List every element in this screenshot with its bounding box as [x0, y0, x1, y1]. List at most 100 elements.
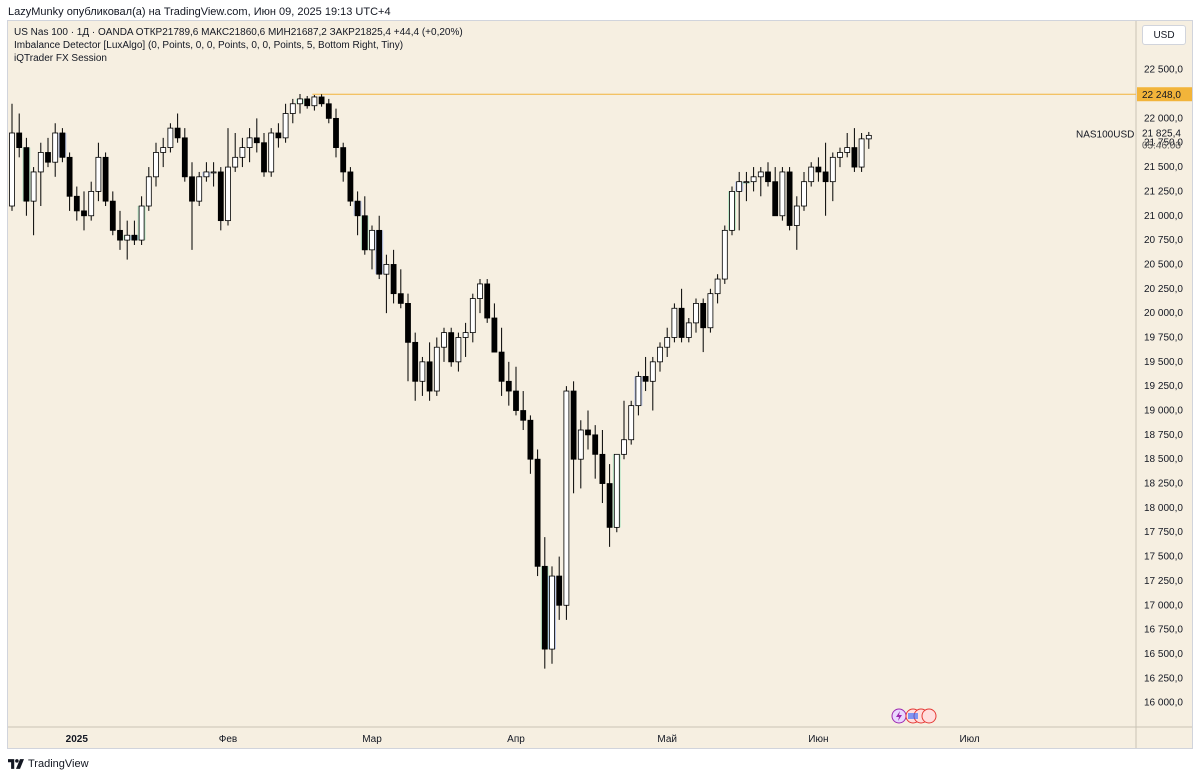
events-flags-icon[interactable]: [889, 708, 937, 729]
candle-body[interactable]: [729, 191, 735, 231]
candle-body[interactable]: [73, 195, 80, 212]
candle-body[interactable]: [765, 171, 771, 183]
candle-body[interactable]: [383, 264, 390, 275]
chart-area[interactable]: 22 500,022 250,022 000,021 750,021 500,0…: [7, 20, 1193, 749]
candle-body[interactable]: [657, 346, 663, 363]
tradingview-brand[interactable]: TradingView: [8, 758, 89, 770]
candle-body[interactable]: [693, 302, 699, 324]
candle-body[interactable]: [549, 575, 555, 650]
candle-body[interactable]: [779, 171, 786, 217]
candle-body[interactable]: [736, 181, 743, 192]
candle-body[interactable]: [484, 283, 491, 319]
candle-body[interactable]: [16, 132, 23, 148]
candle-body[interactable]: [160, 147, 167, 153]
candle-body[interactable]: [81, 210, 87, 217]
candle-body[interactable]: [354, 200, 361, 217]
candle-body[interactable]: [426, 361, 433, 392]
candle-body[interactable]: [801, 181, 807, 207]
candle-body[interactable]: [210, 171, 217, 174]
candle-body[interactable]: [297, 98, 303, 105]
candle-body[interactable]: [405, 302, 411, 343]
candle-body[interactable]: [599, 453, 606, 484]
candle-body[interactable]: [815, 166, 822, 173]
candle-body[interactable]: [534, 458, 541, 567]
symbol-legend[interactable]: US Nas 100 · 1Д · OANDA ОТКР21789,6 МАКС…: [14, 27, 463, 38]
candle-body[interactable]: [433, 346, 440, 392]
candle-body[interactable]: [491, 317, 498, 353]
candle-body[interactable]: [138, 205, 145, 241]
candle-body[interactable]: [635, 376, 642, 407]
candle-body[interactable]: [23, 147, 30, 202]
candle-body[interactable]: [721, 229, 728, 280]
candle-body[interactable]: [347, 171, 354, 202]
candle-body[interactable]: [844, 147, 851, 153]
candle-body[interactable]: [808, 166, 815, 183]
candle-body[interactable]: [664, 337, 671, 348]
candle-body[interactable]: [649, 361, 656, 382]
indicator-legend-session[interactable]: iQTrader FX Session: [14, 53, 107, 64]
candle-body[interactable]: [109, 200, 116, 231]
candle-body[interactable]: [66, 156, 73, 197]
candle-body[interactable]: [325, 103, 332, 119]
candle-body[interactable]: [685, 322, 692, 338]
candle-body[interactable]: [52, 132, 59, 163]
candle-body[interactable]: [390, 264, 397, 295]
candle-body[interactable]: [181, 137, 188, 178]
candle-body[interactable]: [829, 156, 836, 183]
candle-body[interactable]: [225, 166, 231, 222]
candle-body[interactable]: [621, 439, 627, 455]
candle-body[interactable]: [246, 137, 253, 148]
candle-body[interactable]: [678, 307, 685, 338]
candle-body[interactable]: [757, 171, 764, 178]
candle-body[interactable]: [671, 307, 678, 338]
candle-body[interactable]: [196, 176, 203, 202]
candle-body[interactable]: [520, 410, 527, 421]
candle-body[interactable]: [232, 156, 239, 168]
candle-body[interactable]: [822, 171, 829, 183]
candle-body[interactable]: [376, 229, 383, 275]
candle-body[interactable]: [189, 176, 195, 202]
candle-body[interactable]: [642, 376, 649, 382]
candle-body[interactable]: [556, 575, 563, 606]
candle-body[interactable]: [275, 132, 282, 139]
candle-body[interactable]: [419, 361, 426, 382]
candle-body[interactable]: [268, 132, 275, 173]
candle-body[interactable]: [145, 176, 152, 207]
candle-body[interactable]: [102, 156, 109, 202]
candle-body[interactable]: [397, 293, 404, 304]
candle-body[interactable]: [750, 176, 757, 183]
candle-body[interactable]: [412, 341, 419, 382]
candle-body[interactable]: [563, 390, 570, 606]
candle-body[interactable]: [95, 156, 102, 192]
candle-body[interactable]: [361, 215, 368, 251]
candle-body[interactable]: [311, 96, 318, 107]
candle-body[interactable]: [9, 132, 15, 207]
candle-body[interactable]: [477, 283, 483, 299]
candle-body[interactable]: [289, 103, 296, 114]
candle-body[interactable]: [318, 96, 325, 105]
candle-body[interactable]: [282, 113, 289, 139]
candle-body[interactable]: [369, 229, 375, 251]
candle-body[interactable]: [455, 337, 462, 363]
candle-body[interactable]: [88, 191, 95, 217]
candle-body[interactable]: [304, 98, 311, 107]
candle-body[interactable]: [59, 132, 66, 158]
candle-body[interactable]: [153, 152, 159, 178]
candle-body[interactable]: [592, 434, 599, 455]
candle-body[interactable]: [462, 332, 469, 338]
candle-body[interactable]: [714, 278, 721, 295]
candle-body[interactable]: [498, 351, 505, 382]
candle-body[interactable]: [851, 147, 858, 168]
candle-body[interactable]: [837, 152, 843, 158]
candle-body[interactable]: [606, 483, 613, 528]
candle-body[interactable]: [793, 205, 800, 226]
candle-body[interactable]: [700, 302, 707, 329]
candle-body[interactable]: [707, 293, 714, 329]
candle-body[interactable]: [253, 137, 260, 144]
candle-body[interactable]: [131, 234, 138, 241]
candle-body[interactable]: [333, 117, 339, 148]
candle-body[interactable]: [448, 332, 455, 363]
candle-body[interactable]: [865, 134, 872, 140]
candle-body[interactable]: [570, 390, 577, 460]
candle-body[interactable]: [858, 138, 865, 168]
